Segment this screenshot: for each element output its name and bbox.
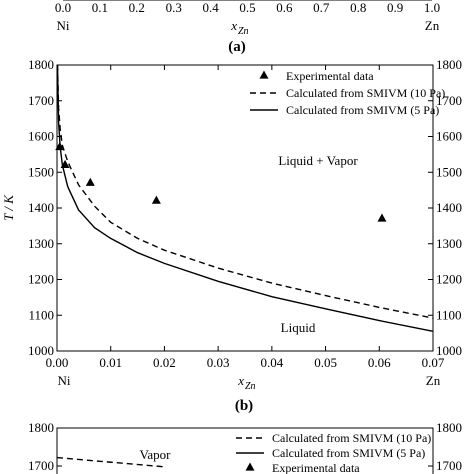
top-x-tick-label: 0.4	[202, 0, 219, 15]
c-legend-entry-label: Calculated from SMIVM (10 Pa)	[272, 431, 431, 445]
b-y-tick-label: 1000	[28, 343, 54, 358]
b-x-tick-label: 0.02	[153, 355, 176, 370]
top-x-tick-label: 0.2	[129, 0, 145, 15]
experimental-data-point	[151, 195, 161, 204]
panel-b-legend: Experimental data Calculated from SMIVM (…	[250, 69, 445, 117]
b-y-tick-label-right: 1300	[436, 236, 462, 251]
top-x-axis-label-main: x	[230, 18, 237, 33]
b-y-tick-label: 1500	[28, 164, 54, 179]
panel-c-legend: Calculated from SMIVM (10 Pa)Calculated …	[236, 431, 431, 474]
panel-a-label: (a)	[228, 39, 246, 55]
b-x-tick-label: 0.05	[314, 355, 337, 370]
b-x-tick-label: 0.03	[207, 355, 230, 370]
top-x-tick-label: 0.9	[387, 0, 403, 15]
top-x-axis-label-sub: Zn	[238, 26, 249, 37]
b-y-tick-label: 1200	[28, 272, 54, 287]
b-x-axis-label: x Zn	[237, 373, 255, 392]
b-y-tick-label: 1100	[28, 307, 54, 322]
panel-c-axes: 1800 1800 1700 1700	[28, 420, 462, 473]
y-axis-label: T / K	[1, 194, 16, 221]
top-x-tick-label: 0.3	[166, 0, 182, 15]
experimental-data-point	[85, 177, 95, 186]
panel-c-series	[56, 456, 165, 468]
panel-c-chart: 1800 1800 1700 1700 Calculated from SMIVM (…	[28, 420, 462, 474]
top-x-tick-label: 0.8	[350, 0, 366, 15]
b-x-tick-label: 0.04	[260, 355, 283, 370]
calc-5pa-line	[56, 64, 434, 332]
liquid-region-label: Liquid	[281, 320, 316, 335]
top-left-end-label: Ni	[57, 18, 70, 33]
c-legend-entry-label: Calculated from SMIVM (5 Pa)	[272, 446, 425, 460]
b-x-right-end-label: Zn	[426, 373, 441, 388]
b-x-tick-label: 0.07	[422, 355, 445, 370]
top-x-tick-label: 0.5	[239, 0, 255, 15]
b-y-tick-label: 1800	[28, 57, 54, 72]
b-y-tick-label-right: 1500	[436, 164, 462, 179]
b-y-tick-label-right: 1600	[436, 129, 462, 144]
b-y-tick-label-right: 1700	[436, 93, 462, 108]
b-x-tick-label: 0.01	[99, 355, 122, 370]
c-y-tick-label-right: 1800	[436, 420, 462, 435]
c-y-tick-label: 1700	[28, 458, 54, 473]
b-y-tick-label-right: 1400	[436, 200, 462, 215]
legend-entry-label: Calculated from SMIVM (5 Pa)	[286, 103, 439, 117]
b-y-tick-label-right: 1200	[436, 272, 462, 287]
legend-entry-label: Calculated from SMIVM (10 Pa)	[286, 86, 445, 100]
c-calc-10pa-line	[56, 456, 165, 468]
experimental-data-point	[377, 213, 387, 222]
calc-10pa-line	[56, 64, 434, 319]
legend-entry-label: Experimental data	[286, 69, 374, 83]
b-x-axis-label-main: x	[237, 373, 244, 388]
b-y-tick-label: 1400	[28, 200, 54, 215]
b-y-tick-label-right: 1800	[436, 57, 462, 72]
b-y-tick-label-right: 1000	[436, 343, 462, 358]
b-y-tick-label: 1700	[28, 93, 54, 108]
top-fragment-axis: 0.0 0.1 0.2 0.3 0.4 0.5 0.6 0.7 0.8 0.9 1.0	[55, 0, 440, 15]
top-right-end-label: Zn	[425, 18, 440, 33]
top-x-tick-label: 0.6	[276, 0, 293, 15]
c-legend-entry-label: Experimental data	[272, 461, 360, 474]
panel-b-series	[55, 64, 434, 332]
legend-marker-experimental	[259, 70, 269, 79]
b-x-axis-label-sub: Zn	[245, 381, 256, 392]
top-x-axis-label: x Zn	[230, 18, 248, 37]
panel-c-plot-frame	[56, 427, 434, 474]
b-y-tick-label: 1300	[28, 236, 54, 251]
c-legend-marker-experimental	[245, 462, 255, 471]
b-y-tick-label-right: 1100	[436, 307, 462, 322]
top-x-tick-label: 0.0	[55, 0, 71, 15]
c-y-tick-label-right: 1700	[436, 458, 462, 473]
c-y-tick-label: 1800	[28, 420, 54, 435]
b-y-tick-label: 1600	[28, 129, 54, 144]
b-x-left-end-label: Ni	[58, 373, 71, 388]
b-x-tick-label: 0.00	[46, 355, 69, 370]
b-x-tick-label: 0.06	[368, 355, 391, 370]
top-x-tick-label: 0.1	[92, 0, 108, 15]
top-x-tick-label: 1.0	[424, 0, 440, 15]
top-x-tick-label: 0.7	[313, 0, 330, 15]
liquid-vapor-region-label: Liquid + Vapor	[278, 153, 358, 168]
vapor-region-label: Vapor	[139, 447, 171, 462]
panel-b-label: (b)	[235, 398, 253, 414]
